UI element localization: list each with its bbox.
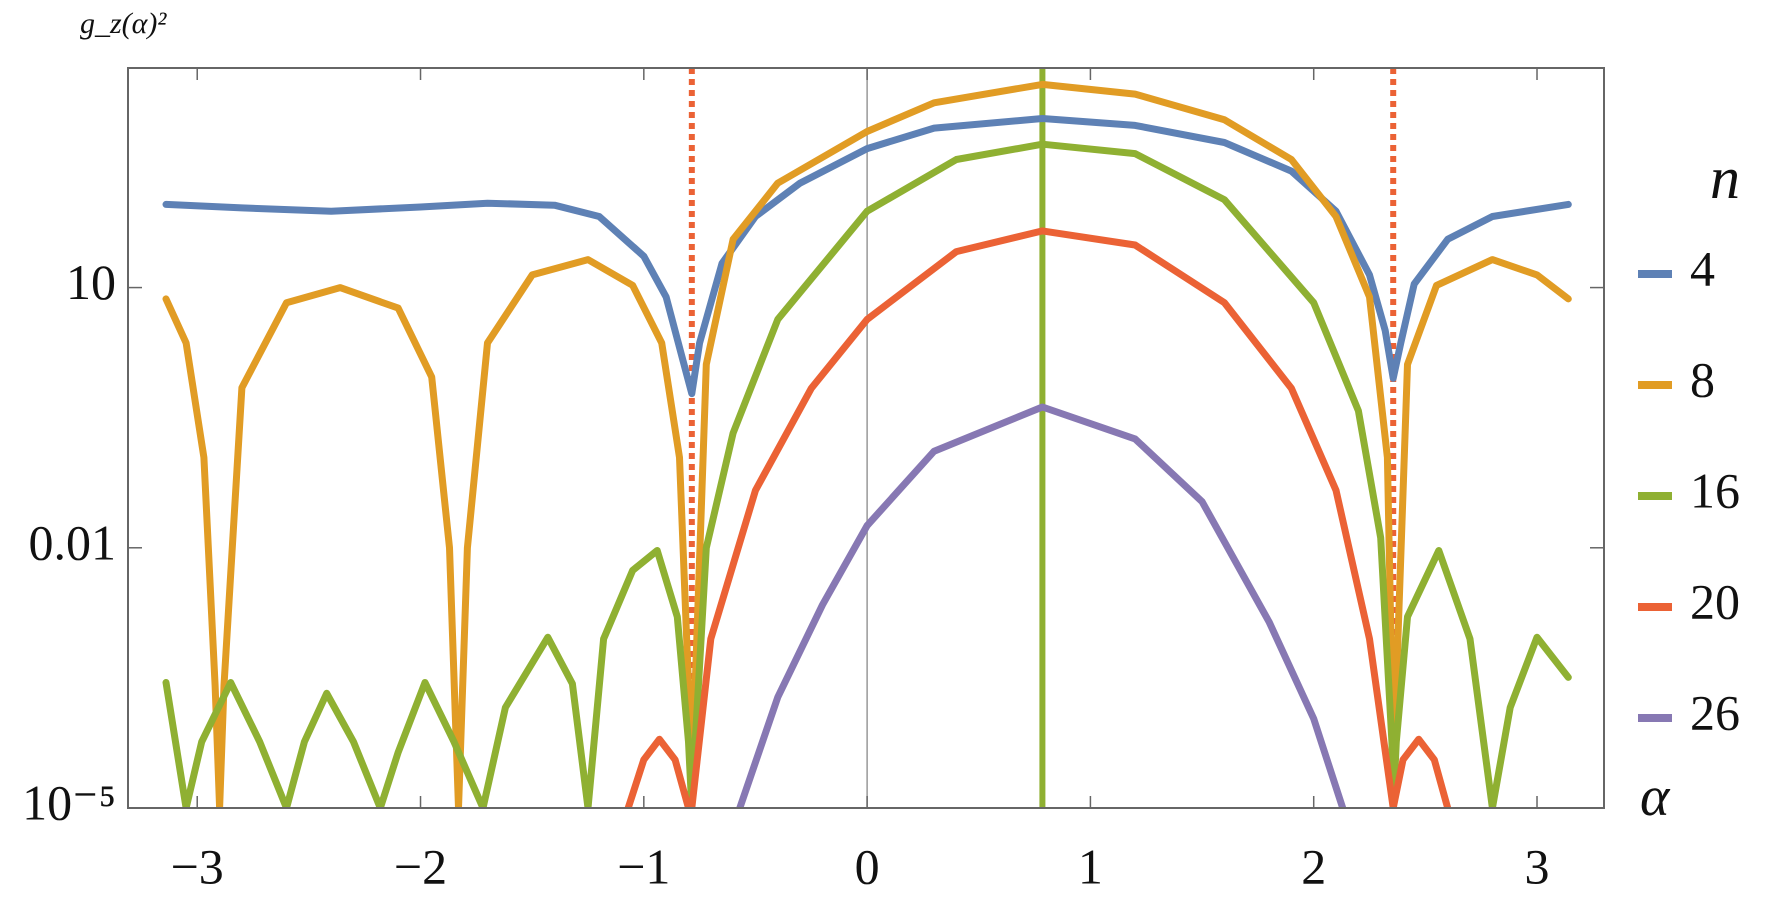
y-tick-label: 10 (66, 254, 116, 310)
series-line (162, 140, 1572, 808)
legend-label: 26 (1690, 684, 1740, 740)
series-line (162, 115, 1572, 398)
x-tick-label: 3 (1525, 838, 1550, 894)
legend-label: 16 (1690, 462, 1740, 518)
x-tick-label: 0 (855, 838, 880, 894)
legend-label: 4 (1690, 240, 1715, 296)
x-tick-label: 2 (1301, 838, 1326, 894)
y-tick-label: 10⁻⁵ (22, 774, 116, 830)
y-axis-label: g_z(α)² (80, 7, 167, 40)
plot-area (162, 68, 1572, 808)
legend-title: n (1710, 145, 1740, 211)
x-tick-label: −2 (394, 838, 447, 894)
legend-label: 8 (1690, 351, 1715, 407)
x-tick-label: −3 (171, 838, 224, 894)
x-axis-label: α (1640, 766, 1671, 828)
series-line (736, 403, 1347, 808)
series-line (624, 227, 1452, 808)
x-tick-label: 1 (1078, 838, 1103, 894)
y-tick-label: 0.01 (29, 514, 117, 570)
legend-label: 20 (1690, 573, 1740, 629)
plot-frame (127, 67, 1605, 809)
x-tick-label: −1 (617, 838, 670, 894)
